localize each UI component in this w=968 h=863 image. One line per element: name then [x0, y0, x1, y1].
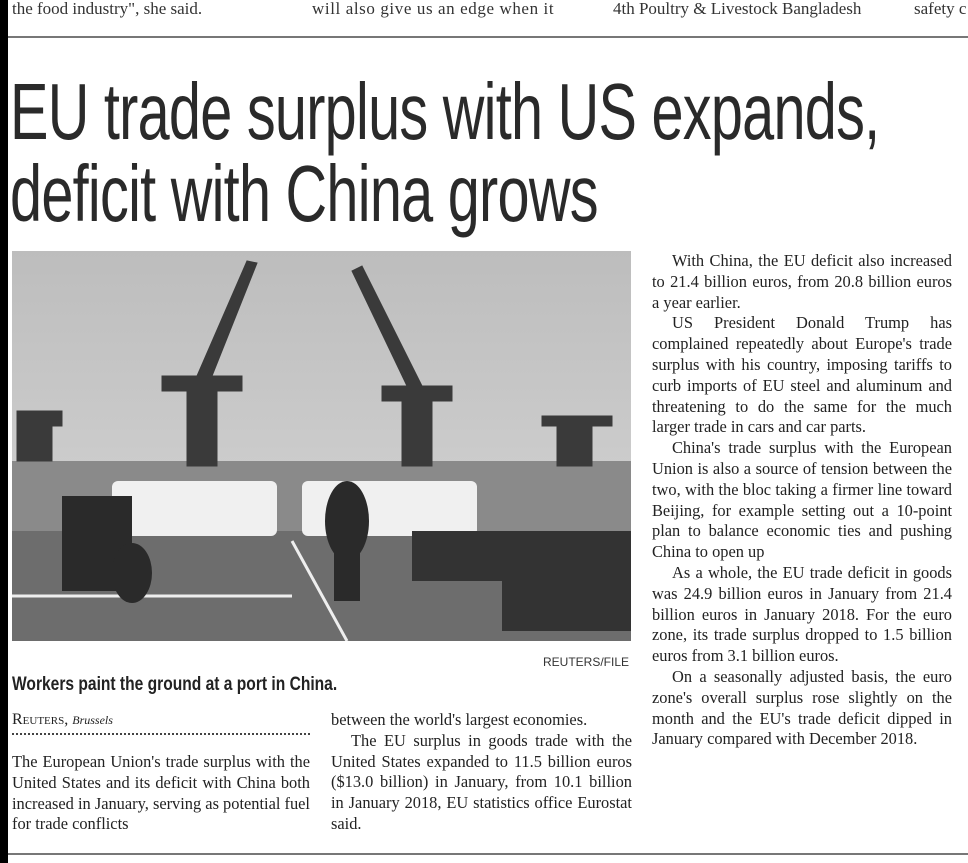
- column-2: between the world's largest economies. T…: [331, 710, 632, 835]
- photo-credit: REUTERS/FILE: [543, 655, 630, 669]
- paragraph: The European Union's trade surplus with …: [12, 752, 310, 834]
- paragraph: between the world's largest economies.: [331, 710, 588, 729]
- adjacent-article-text: will also give us an edge when it: [312, 0, 555, 18]
- top-divider: [8, 36, 968, 38]
- paragraph: With China, the EU deficit also increase…: [652, 251, 952, 312]
- paragraph: China's trade surplus with the European …: [652, 438, 952, 562]
- byline-location: Brussels: [72, 713, 113, 727]
- adjacent-article-text: 4th Poultry & Livestock Bangladesh: [613, 0, 862, 18]
- byline: Reuters, Brussels: [12, 711, 113, 729]
- column-1: The European Union's trade surplus with …: [12, 752, 310, 835]
- bottom-divider: [8, 853, 968, 855]
- headline-line-2: deficit with China grows: [10, 149, 598, 238]
- column-3: With China, the EU deficit also increase…: [652, 251, 952, 750]
- port-photo: [12, 251, 631, 641]
- byline-divider: [12, 733, 310, 735]
- headline-line-1: EU trade surplus with US expands,: [10, 67, 880, 156]
- paragraph: US President Donald Trump has complained…: [652, 313, 952, 437]
- photo-caption: Workers paint the ground at a port in Ch…: [12, 674, 338, 695]
- page-edge: [0, 0, 8, 863]
- adjacent-article-text: safety c: [914, 0, 967, 18]
- paragraph: The EU surplus in goods trade with the U…: [331, 730, 632, 833]
- paragraph: As a whole, the EU trade deficit in good…: [652, 562, 952, 666]
- adjacent-article-text: the food industry", she said.: [12, 0, 203, 18]
- byline-source: Reuters,: [12, 711, 69, 728]
- paragraph: On a seasonally adjusted basis, the euro…: [652, 666, 952, 749]
